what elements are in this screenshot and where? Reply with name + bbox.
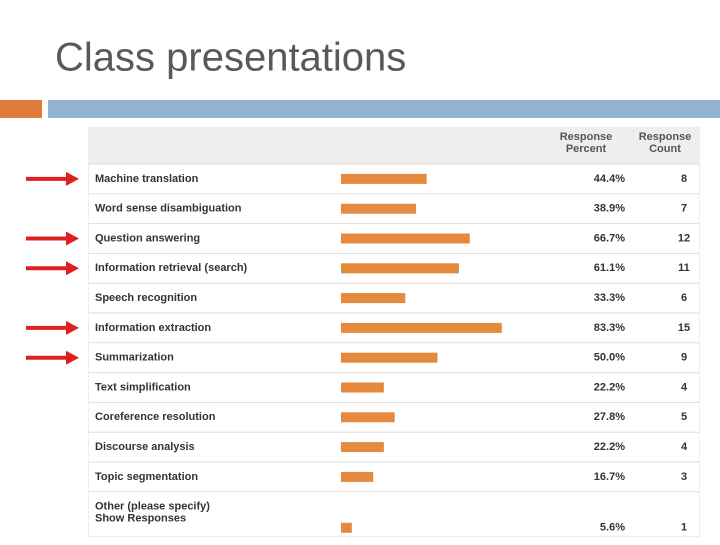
row-label: Summarization: [95, 352, 174, 364]
bar: [341, 203, 417, 214]
row-label: Information retrieval (search): [95, 262, 248, 274]
bar: [341, 293, 406, 304]
arrow-head: [66, 231, 79, 246]
count-label: 4: [681, 441, 688, 453]
count-label: 5: [681, 411, 687, 423]
percent-label: 22.2%: [594, 381, 625, 393]
arrow-head: [66, 350, 79, 365]
count-label: 6: [681, 292, 687, 304]
row-label: Speech recognition: [95, 292, 197, 304]
bar: [341, 233, 470, 244]
count-label: 9: [681, 352, 687, 364]
show-responses-link[interactable]: Show Responses: [95, 513, 186, 525]
percent-label: 50.0%: [594, 352, 625, 364]
row-background: [89, 491, 699, 536]
count-label: 11: [678, 262, 690, 274]
count-label: 4: [681, 381, 688, 393]
percent-label: 61.1%: [594, 262, 625, 274]
count-label: 3: [681, 471, 687, 483]
row-label: Coreference resolution: [95, 411, 216, 423]
row-label: Other (please specify): [95, 501, 210, 513]
percent-label: 27.8%: [594, 411, 625, 423]
bar: [341, 382, 384, 393]
percent-label: 33.3%: [594, 292, 625, 304]
bar: [341, 412, 395, 423]
slide-title: Class presentations: [55, 36, 406, 80]
row-label: Question answering: [95, 232, 200, 244]
bar: [341, 471, 374, 482]
row-label: Discourse analysis: [95, 441, 195, 453]
arrows: [26, 171, 79, 365]
percent-label: 38.9%: [594, 203, 625, 215]
count-label: 15: [678, 322, 690, 334]
row-label: Word sense disambiguation: [95, 203, 242, 215]
row-background: [89, 462, 699, 492]
arrow-head: [66, 261, 79, 276]
bar: [341, 522, 352, 533]
row-label: Text simplification: [95, 381, 191, 393]
bar: [341, 322, 502, 333]
bar: [341, 173, 427, 184]
count-label: 12: [678, 232, 690, 244]
accent-bar: [48, 100, 720, 118]
row-label: Information extraction: [95, 322, 211, 334]
accent-block: [0, 100, 42, 118]
count-label: 8: [681, 173, 687, 185]
bar: [341, 263, 459, 274]
arrow-head: [66, 320, 79, 335]
percent-label: 5.6%: [600, 522, 625, 534]
percent-label: 22.2%: [594, 441, 625, 453]
arrow-head: [66, 171, 79, 186]
percent-label: 44.4%: [594, 173, 625, 185]
percent-label: 16.7%: [594, 471, 625, 483]
count-label: 1: [681, 522, 687, 534]
percent-label: 83.3%: [594, 322, 625, 334]
row-label: Topic segmentation: [95, 471, 198, 483]
column-header: Response Percent: [560, 131, 613, 155]
count-label: 7: [681, 203, 687, 215]
survey-table: Response Percent Response Count Machine tran…: [89, 131, 699, 536]
row-label: Machine translation: [95, 173, 199, 185]
percent-label: 66.7%: [594, 232, 625, 244]
row-background: [89, 372, 699, 403]
column-header: Response Count: [639, 131, 692, 155]
bar: [341, 442, 384, 453]
row-background: [89, 432, 699, 462]
bar: [341, 352, 438, 363]
